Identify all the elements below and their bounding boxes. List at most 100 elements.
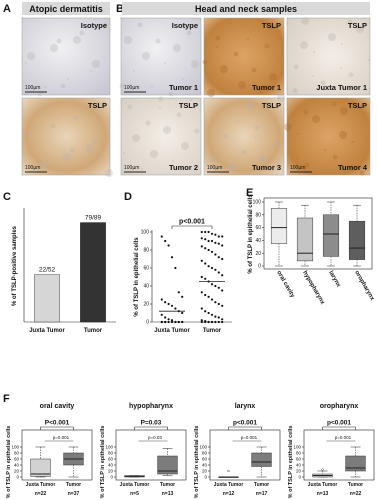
tissue-texture bbox=[190, 99, 192, 101]
y-tick-label: 20 bbox=[255, 251, 261, 257]
image-label: TSLP bbox=[88, 101, 107, 110]
tissue-texture bbox=[119, 83, 125, 89]
data-point bbox=[210, 250, 214, 253]
x-tick-label: Juxta Tumor bbox=[154, 328, 190, 334]
y-tick-label: 60 bbox=[296, 457, 302, 462]
tissue-texture bbox=[27, 131, 33, 137]
y-tick-label: 80 bbox=[14, 451, 20, 456]
tissue-texture bbox=[181, 142, 189, 150]
plot-frame bbox=[303, 429, 375, 481]
data-point bbox=[174, 307, 177, 310]
tissue-texture bbox=[320, 80, 326, 86]
data-point bbox=[200, 237, 203, 240]
data-point bbox=[217, 316, 220, 319]
tissue-texture bbox=[182, 78, 184, 80]
tissue-texture bbox=[124, 36, 132, 44]
box bbox=[251, 452, 272, 467]
y-tick-label: 20 bbox=[296, 469, 302, 474]
p-value: p<0.001 bbox=[327, 420, 351, 427]
micrograph bbox=[21, 97, 111, 176]
scale-label: 100µm bbox=[207, 165, 222, 171]
tissue-texture bbox=[303, 109, 309, 115]
tissue-texture bbox=[92, 60, 100, 68]
data-point bbox=[200, 230, 203, 234]
y-axis-label: % of TSLP in epithelial cells bbox=[134, 237, 140, 317]
y-tick-label: 40 bbox=[143, 284, 149, 290]
p-value: P=0.03 bbox=[141, 420, 162, 427]
tissue-texture bbox=[359, 170, 365, 176]
box bbox=[296, 217, 314, 262]
data-point bbox=[204, 310, 207, 313]
y-tick-label: 20 bbox=[202, 469, 208, 474]
data-point bbox=[214, 284, 217, 288]
tissue-texture bbox=[105, 169, 113, 177]
tissue-texture bbox=[172, 160, 174, 162]
data-point bbox=[170, 256, 174, 259]
box bbox=[270, 208, 288, 244]
data-point bbox=[214, 241, 217, 244]
tissue-texture bbox=[86, 145, 94, 153]
y-tick-label: 80 bbox=[202, 451, 208, 456]
tissue-texture bbox=[255, 136, 257, 138]
tissue-texture bbox=[163, 126, 171, 134]
n-label: n=13 bbox=[162, 491, 174, 497]
data-point bbox=[164, 301, 167, 304]
data-point bbox=[170, 304, 174, 307]
tissue-texture bbox=[223, 133, 229, 139]
y-tick-label: 0 bbox=[204, 475, 207, 480]
data-point bbox=[207, 230, 210, 234]
data-point bbox=[170, 319, 174, 322]
p-value: p<0.001 bbox=[179, 219, 205, 226]
p-value-inner: p=0.001 bbox=[335, 435, 352, 440]
image-label: Isotype bbox=[81, 21, 107, 30]
micrograph bbox=[120, 17, 202, 96]
tissue-texture bbox=[90, 70, 92, 72]
p-value-inner: p=0.001 bbox=[241, 435, 258, 440]
panel-title: Atopic dermatitis bbox=[29, 4, 103, 14]
image-sublabel: Tumor 3 bbox=[252, 163, 281, 172]
tissue-texture bbox=[173, 44, 181, 52]
y-tick-label: 60 bbox=[14, 457, 20, 462]
x-tick-label: Tumor bbox=[348, 482, 363, 488]
tissue-texture bbox=[368, 59, 370, 61]
tissue-texture bbox=[268, 112, 270, 114]
x-tick-label: Tumor bbox=[66, 482, 81, 488]
tissue-texture bbox=[312, 115, 320, 123]
y-tick-label: 40 bbox=[202, 463, 208, 468]
image-sublabel: Tumor 4 bbox=[338, 163, 368, 172]
y-tick-label: 0 bbox=[146, 320, 149, 326]
data-point bbox=[200, 320, 203, 324]
micrograph bbox=[21, 17, 111, 96]
data-point bbox=[210, 320, 214, 324]
tissue-texture bbox=[27, 52, 35, 60]
tissue-texture bbox=[219, 104, 221, 106]
tissue-texture bbox=[351, 165, 353, 167]
panel-header bbox=[22, 2, 110, 15]
tissue-texture bbox=[69, 147, 75, 153]
tissue-texture bbox=[254, 125, 260, 131]
tissue-texture bbox=[293, 64, 299, 70]
tissue-texture bbox=[220, 65, 228, 73]
scale-label: 100µm bbox=[290, 165, 305, 171]
y-axis-label: % of TSLP in epithelial cells bbox=[248, 194, 254, 274]
y-tick-label: 100 bbox=[105, 445, 113, 450]
data-point bbox=[210, 313, 214, 316]
data-point bbox=[204, 293, 207, 297]
tissue-texture bbox=[300, 41, 308, 49]
panel-letter: D bbox=[124, 191, 132, 203]
data-point bbox=[214, 301, 217, 304]
x-tick-label: Juxta Tumor bbox=[26, 482, 56, 488]
chart-title: oropharynx bbox=[320, 403, 359, 410]
panel-letter: A bbox=[3, 3, 11, 15]
tissue-texture bbox=[120, 17, 122, 19]
data-point bbox=[217, 235, 220, 238]
tissue-texture bbox=[247, 38, 249, 40]
x-tick-label: Tumor bbox=[254, 482, 269, 488]
tissue-texture bbox=[259, 155, 267, 163]
y-tick-label: 0 bbox=[110, 475, 113, 480]
data-point bbox=[181, 320, 184, 324]
outlier bbox=[321, 468, 324, 471]
y-tick-label: 60 bbox=[143, 266, 149, 272]
data-point bbox=[214, 268, 217, 271]
scale-label: 100µm bbox=[124, 85, 139, 91]
